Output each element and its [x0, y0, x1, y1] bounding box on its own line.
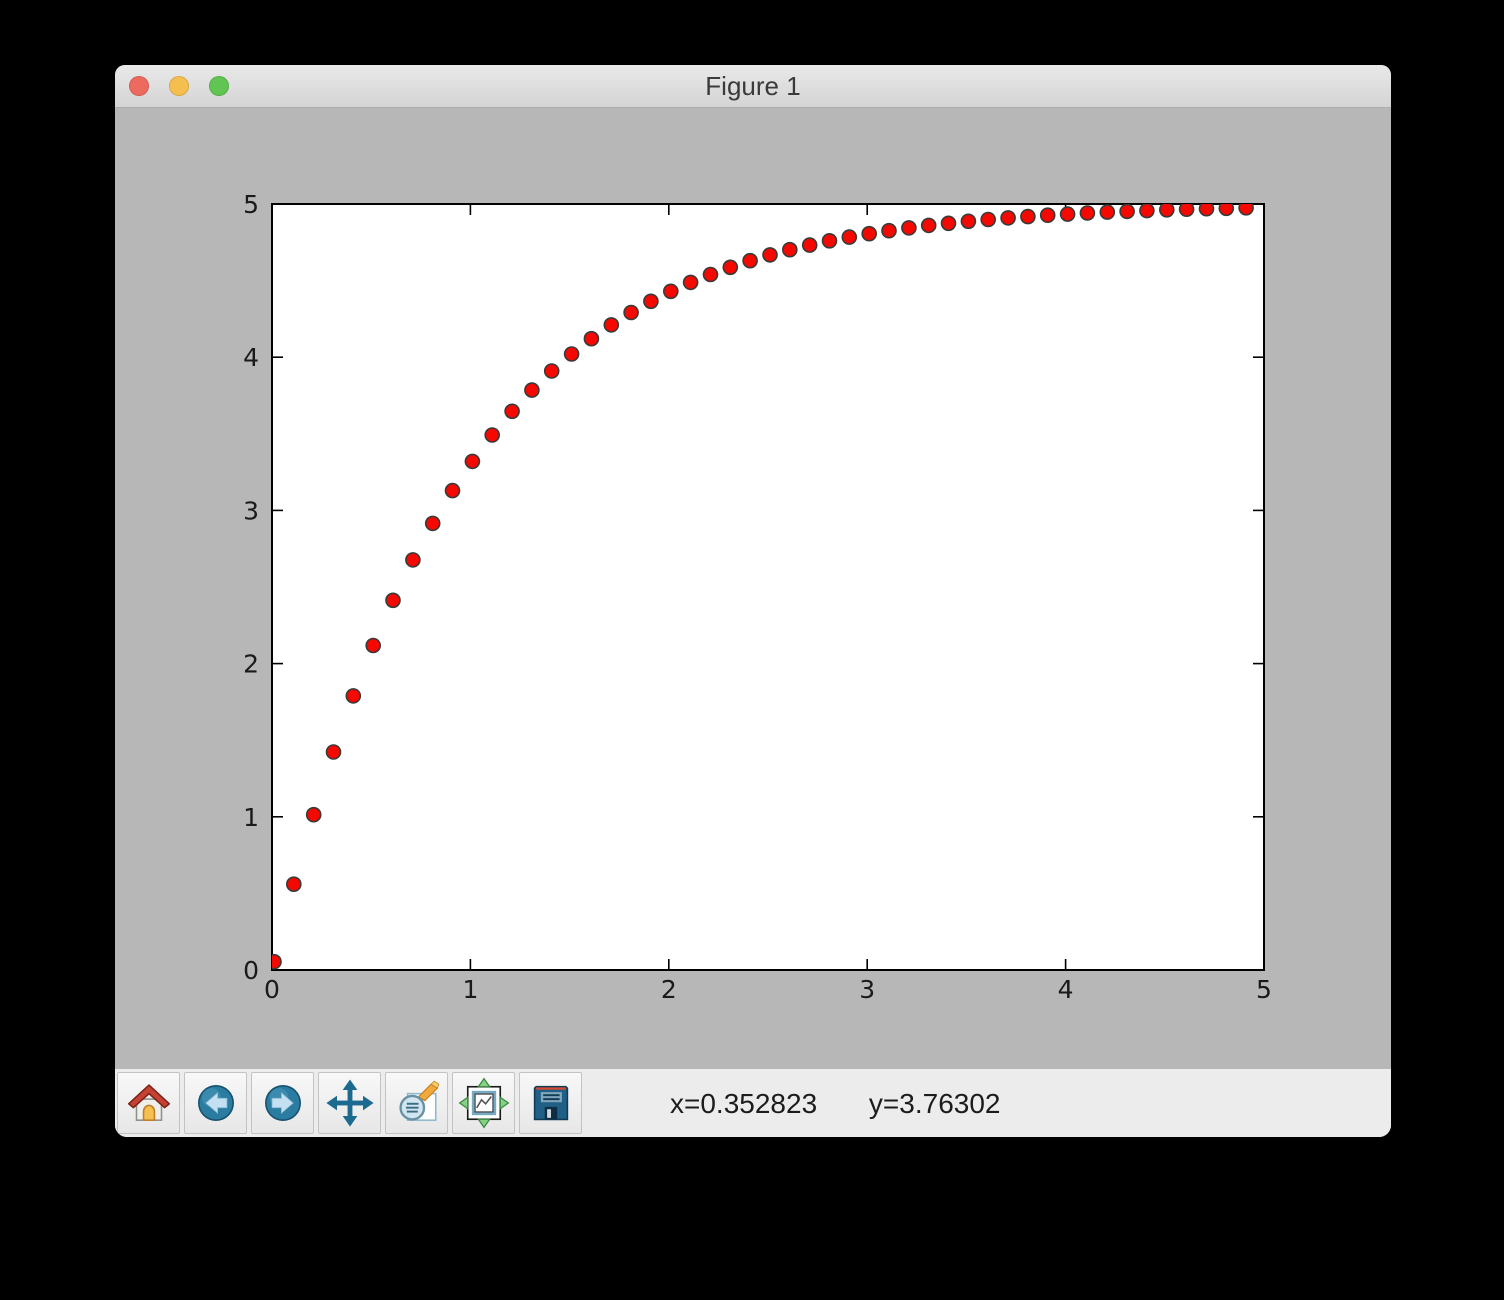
y-tick-label: 4	[243, 343, 259, 372]
cursor-coordinates-readout: x=0.352823 y=3.76302	[670, 1088, 1001, 1120]
back-arrow-icon	[197, 1084, 234, 1121]
x-tick-label: 4	[1058, 975, 1074, 1004]
data-point	[405, 552, 421, 568]
data-point	[286, 876, 302, 893]
data-point	[960, 213, 977, 230]
data-point	[484, 427, 501, 443]
data-point	[272, 953, 282, 970]
pan-button[interactable]	[318, 1071, 381, 1134]
data-point	[682, 274, 699, 291]
data-point	[821, 233, 838, 249]
data-point	[1198, 204, 1215, 217]
data-point	[524, 382, 540, 398]
y-tick-label: 0	[243, 956, 259, 985]
data-point	[325, 744, 342, 760]
x-tick-label: 0	[264, 975, 280, 1004]
data-point	[662, 283, 679, 300]
data-point	[722, 259, 739, 276]
x-tick-label: 3	[859, 975, 875, 1004]
x-tick-label: 2	[661, 975, 677, 1004]
forward-button[interactable]	[251, 1071, 314, 1134]
data-point	[742, 252, 758, 269]
data-point	[464, 453, 481, 470]
configure-subplots-button[interactable]	[452, 1071, 515, 1134]
data-point	[781, 241, 798, 258]
home-button[interactable]	[117, 1071, 180, 1134]
minimize-button[interactable]	[169, 76, 189, 96]
data-point	[345, 688, 362, 704]
figure-canvas: 0 1 2 3 4 5 0 1 2 3 4 5	[115, 108, 1391, 1069]
data-point	[920, 217, 937, 234]
data-point	[940, 215, 957, 232]
data-point	[1020, 208, 1036, 225]
data-point	[702, 266, 719, 283]
y-tick-label: 1	[243, 803, 259, 832]
data-point	[543, 363, 560, 379]
home-icon	[127, 1083, 170, 1121]
data-point	[980, 211, 997, 228]
data-point	[801, 237, 818, 253]
data-point	[1039, 207, 1056, 223]
data-point	[424, 515, 441, 532]
y-tick-label: 2	[243, 650, 259, 679]
close-button[interactable]	[129, 76, 149, 96]
data-point	[861, 225, 878, 242]
data-point	[1178, 204, 1195, 217]
data-point	[365, 637, 382, 654]
data-point	[881, 222, 897, 239]
x-tick-label: 1	[462, 975, 478, 1004]
cursor-x-value: x=0.352823	[670, 1087, 818, 1119]
data-point	[444, 482, 461, 499]
back-button[interactable]	[184, 1071, 247, 1134]
data-point	[1000, 210, 1016, 226]
data-point	[841, 229, 858, 245]
data-point	[1119, 204, 1135, 220]
data-point	[504, 403, 520, 420]
scatter-points	[272, 204, 1254, 970]
data-point	[563, 346, 580, 362]
save-floppy-icon	[533, 1085, 568, 1120]
x-tick-label: 5	[1256, 975, 1272, 1004]
data-point	[643, 293, 659, 310]
data-point	[1079, 205, 1096, 221]
data-point	[305, 806, 322, 823]
data-point	[901, 220, 917, 236]
data-point	[1159, 204, 1175, 218]
data-point	[762, 247, 778, 263]
navigation-toolbar: x=0.352823 y=3.76302	[115, 1069, 1391, 1137]
ticks-layer: 0 1 2 3 4 5 0 1 2 3 4 5	[243, 190, 1272, 1004]
data-point	[385, 592, 401, 609]
plot-area[interactable]: 0 1 2 3 4 5 0 1 2 3 4 5	[115, 108, 1391, 1069]
data-point	[603, 317, 620, 333]
zoom-window-button[interactable]	[209, 76, 229, 96]
cursor-y-value: y=3.76302	[868, 1087, 1001, 1119]
data-point	[1238, 204, 1254, 216]
data-point	[1099, 204, 1116, 220]
data-point	[1139, 204, 1155, 219]
zoom-magnifier-icon	[398, 1080, 439, 1121]
axes-box	[271, 203, 1265, 971]
pan-arrows-icon	[325, 1078, 374, 1127]
subplots-icon	[458, 1077, 509, 1128]
data-point	[623, 304, 639, 321]
data-point	[1059, 206, 1076, 222]
y-tick-label: 3	[243, 496, 259, 525]
window-titlebar[interactable]: Figure 1	[115, 65, 1391, 108]
figure-window: Figure 1 0 1 2 3 4 5 0 1 2 3 4 5	[115, 65, 1391, 1137]
zoom-to-rect-button[interactable]	[385, 1071, 448, 1134]
data-point	[583, 330, 600, 347]
window-title: Figure 1	[705, 71, 801, 101]
forward-arrow-icon	[264, 1084, 301, 1121]
save-button[interactable]	[519, 1071, 582, 1134]
data-point	[1218, 204, 1235, 217]
y-tick-label: 5	[243, 190, 259, 219]
